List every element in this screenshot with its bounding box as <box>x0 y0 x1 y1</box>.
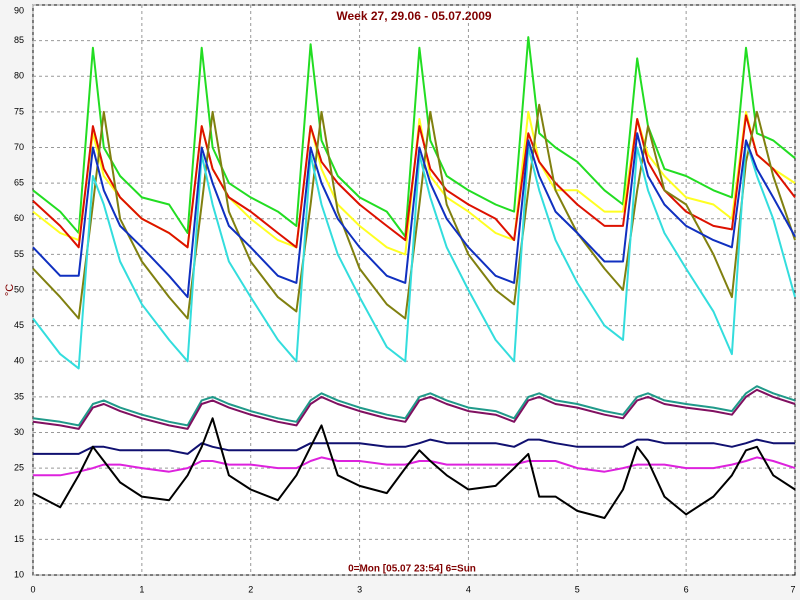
y-tick-label: 90 <box>14 5 24 15</box>
y-tick-label: 75 <box>14 106 24 116</box>
series-line <box>32 417 796 519</box>
x-tick-label: 3 <box>357 584 362 594</box>
y-axis-label: °C <box>4 284 16 296</box>
x-tick-label: 1 <box>139 584 144 594</box>
y-tick-label: 50 <box>14 284 24 294</box>
series-line <box>33 456 796 477</box>
annotation: 0=Mon [05.07 23:54] 6=Sun <box>348 564 476 575</box>
x-tick-label: 4 <box>466 584 471 594</box>
series-line <box>33 438 795 455</box>
y-tick-label: 40 <box>14 356 24 366</box>
y-tick-label: 10 <box>14 569 24 579</box>
y-tick-label: 30 <box>14 427 24 437</box>
y-tick-label: 65 <box>14 178 24 188</box>
series-line <box>32 36 796 238</box>
y-tick-label: 15 <box>14 534 24 544</box>
series-line <box>32 388 796 430</box>
x-tick-label: 6 <box>684 584 689 594</box>
x-tick-label: 5 <box>575 584 580 594</box>
x-tick-label: 2 <box>248 584 253 594</box>
x-tick-label: 7 <box>790 584 795 594</box>
chart-title: Week 27, 29.06 - 05.07.2009 <box>336 9 492 23</box>
y-tick-label: 20 <box>14 498 24 508</box>
y-tick-label: 45 <box>14 320 24 330</box>
y-tick-label: 55 <box>14 249 24 259</box>
series-line <box>32 103 796 320</box>
y-tick-label: 25 <box>14 463 24 473</box>
y-tick-label: 60 <box>14 213 24 223</box>
y-tick-label: 70 <box>14 142 24 152</box>
y-tick-label: 35 <box>14 391 24 401</box>
y-tick-label: 85 <box>14 35 24 45</box>
x-tick-label: 0 <box>30 584 35 594</box>
series-line <box>32 132 796 299</box>
series-line <box>32 385 796 427</box>
y-tick-label: 80 <box>14 71 24 81</box>
